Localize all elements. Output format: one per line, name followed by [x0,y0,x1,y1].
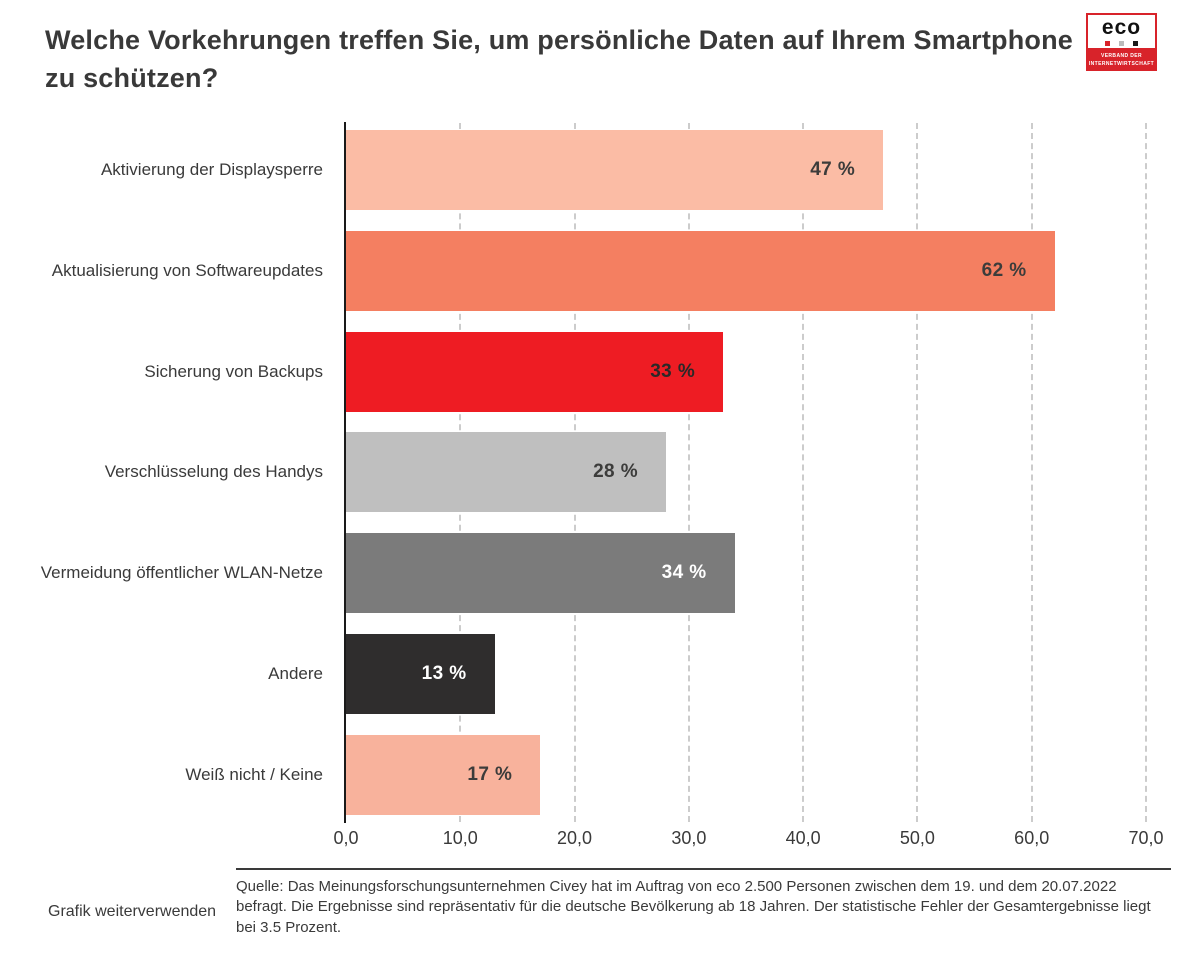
category-label-2: Sicherung von Backups [144,361,323,381]
eco-logo-tagline-line1: VERBAND DER [1100,53,1143,59]
category-label-0: Aktivierung der Displaysperre [100,160,323,179]
bar-6: 17 % [346,734,541,815]
bar-value-label-6: 17 % [467,763,513,785]
x-tick-label-20: 20,0 [557,828,593,848]
gridline-70 [1145,123,1147,822]
bar-5: 13 % [346,634,495,714]
bar-value-label-4: 34 % [661,562,707,584]
source-text: Quelle: Das Meinungsforschungsunternehme… [236,878,1151,936]
eco-logo-tagline: VERBAND DER INTERNETWIRTSCHAFT [1086,50,1157,71]
gridline-30 [687,123,690,822]
eco-logo-box: eco [1086,13,1157,50]
eco-logo-wordmark: eco [1101,16,1142,39]
source-note-box: Quelle: Das Meinungsforschungsunternehme… [236,868,1171,938]
eco-logo-tagline-line2: INTERNETWIRTSCHAFT [1088,60,1155,67]
bar-1: 62 % [346,230,1055,311]
bar-value-label-5: 13 % [421,663,467,684]
x-tick-label-30: 30,0 [671,828,707,848]
reuse-graphic-link[interactable]: Grafik weiterverwenden [48,903,217,920]
bar-4: 34 % [346,533,735,614]
bar-value-label-0: 47 % [810,159,856,180]
bar-row-5: Andere 13 % [0,634,1200,714]
y-axis-line [344,122,346,823]
bar-value-label-1: 62 % [981,259,1027,281]
logo-dot-black [1133,41,1138,46]
x-tick-label-70: 70,0 [1128,828,1164,848]
category-label-3: Verschlüsselung des Handys [104,462,323,482]
logo-dot-red [1105,41,1110,46]
x-tick-label-50: 50,0 [899,828,935,848]
x-tick-label-60: 60,0 [1014,828,1050,848]
bar-row-1: Aktualisierung von Softwareupdates 62 % [0,230,1200,311]
bar-row-6: Weiß nicht / Keine 17 % [0,734,1200,815]
logo-dot-gray [1119,41,1124,46]
gridline-50 [916,123,919,822]
gridline-60 [1030,123,1033,822]
bar-value-label-3: 28 % [593,461,638,483]
x-tick-label-10: 10,0 [442,828,478,848]
page-title: Welche Vorkehrungen treffen Sie, um pers… [45,25,1074,93]
category-label-1: Aktualisierung von Softwareupdates [51,260,323,280]
category-label-5: Andere [268,664,323,683]
eco-logo: eco VERBAND DER INTERNETWIRTSCHAFT [1086,13,1157,71]
eco-logo-dots [1105,41,1138,46]
gridline-40 [802,123,805,822]
bar-row-0: Aktivierung der Displaysperre 47 % [0,130,1200,210]
bar-row-4: Vermeidung öffentlicher WLAN-Netze 34 % [0,533,1200,614]
category-label-6: Weiß nicht / Keine [185,764,323,784]
bar-0: 47 % [346,130,884,210]
bar-row-2: Sicherung von Backups 33 % [0,331,1200,412]
x-tick-label-40: 40,0 [785,828,821,848]
x-tick-label-0: 0,0 [333,828,359,848]
bar-2: 33 % [346,331,724,412]
bar-3: 28 % [346,432,666,513]
category-label-4: Vermeidung öffentlicher WLAN-Netze [40,563,323,583]
bar-value-label-2: 33 % [650,360,696,382]
bar-row-3: Verschlüsselung des Handys 28 % [0,432,1200,513]
